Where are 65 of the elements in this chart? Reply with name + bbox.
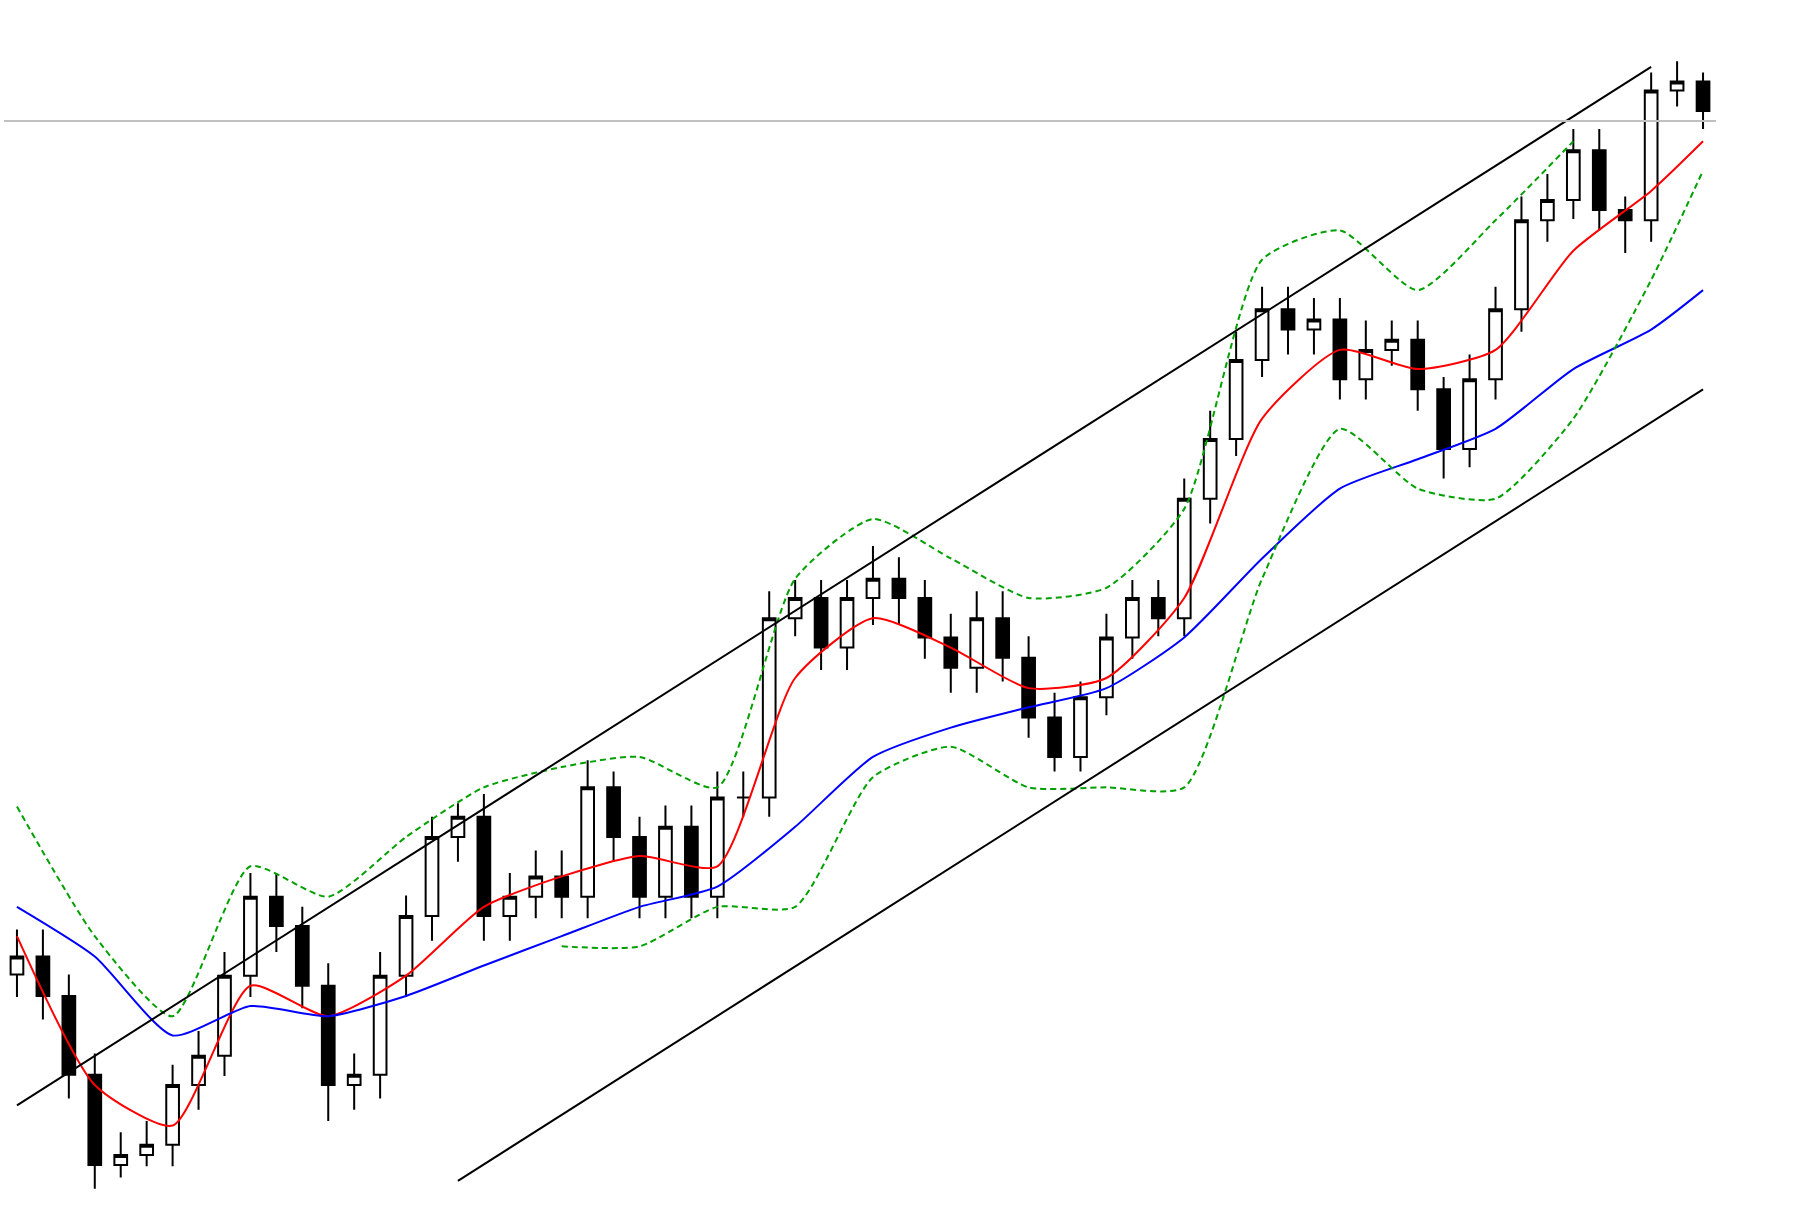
candlestick	[243, 872, 258, 999]
candlestick	[1176, 477, 1192, 638]
candlestick	[424, 815, 440, 942]
candlestick	[476, 793, 492, 942]
candlestick	[787, 578, 803, 638]
candlestick	[1462, 353, 1477, 469]
candlestick	[1099, 612, 1114, 717]
candlestick	[1228, 330, 1244, 457]
candlestick	[1436, 375, 1451, 480]
candlestick	[1695, 71, 1711, 130]
candlestick	[943, 612, 959, 694]
candlestick	[1125, 578, 1140, 660]
candlestick	[1280, 285, 1296, 356]
candlestick	[1073, 680, 1088, 773]
candlestick	[1254, 285, 1270, 378]
candlestick	[658, 804, 673, 920]
candlestick	[294, 905, 310, 1010]
candlestick	[1540, 173, 1555, 243]
candlestick	[113, 1131, 129, 1179]
candlestick	[1669, 60, 1685, 108]
candlestick	[269, 872, 284, 953]
candlestick	[1021, 635, 1036, 739]
candlestick	[1591, 127, 1607, 232]
candlestick	[139, 1120, 155, 1168]
candlestick	[839, 578, 855, 672]
candlestick	[1306, 297, 1322, 356]
candlestick	[35, 928, 51, 1021]
candlestick	[1358, 319, 1374, 401]
candlestick	[813, 578, 829, 672]
candlestick	[1643, 71, 1659, 243]
candlestick	[1514, 195, 1529, 333]
candlestick	[217, 950, 232, 1077]
candlestick	[1384, 319, 1400, 367]
candlestick	[165, 1063, 180, 1168]
candlestick	[1047, 691, 1062, 773]
candlestick	[684, 804, 699, 920]
candlestick	[346, 1052, 362, 1111]
candlestick	[606, 770, 621, 863]
candlestick	[528, 849, 544, 920]
candlestick	[61, 973, 77, 1100]
candlestick	[1150, 578, 1166, 638]
candlestick	[735, 770, 751, 818]
candlestick	[969, 590, 985, 694]
candlestick	[995, 590, 1011, 683]
candlestick	[554, 849, 570, 920]
candlestick	[709, 770, 725, 920]
candlestick	[761, 590, 777, 818]
candlestick	[191, 1029, 206, 1111]
candlestick	[1202, 409, 1218, 525]
candlestick	[398, 894, 414, 999]
candlestick	[502, 872, 518, 942]
candlestick	[1488, 285, 1503, 401]
candlestick	[320, 962, 336, 1123]
candlestick	[372, 950, 388, 1100]
candlestick	[1410, 319, 1426, 412]
candlestick	[9, 928, 25, 999]
candlestick	[450, 802, 466, 863]
candlestick	[1565, 127, 1581, 221]
candlestick	[1617, 195, 1633, 254]
candlestick	[1332, 297, 1348, 401]
candlestick	[632, 815, 647, 920]
candlestick	[580, 759, 595, 920]
candlestick	[865, 545, 881, 626]
candlestick	[891, 556, 907, 626]
candlestick	[917, 578, 933, 660]
